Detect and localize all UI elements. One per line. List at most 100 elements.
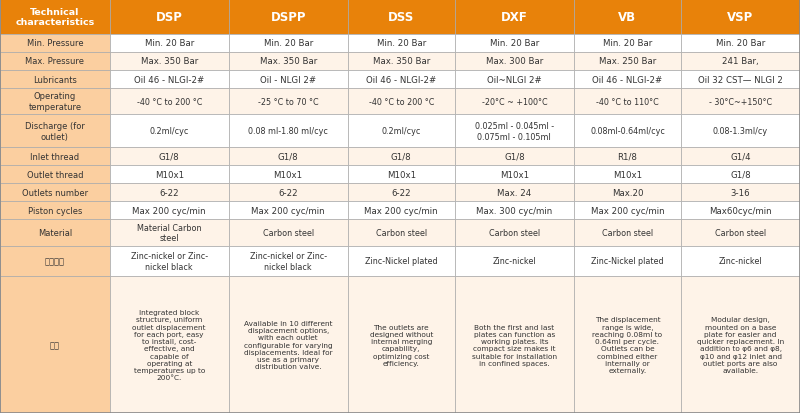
Text: 特点: 特点: [50, 340, 60, 349]
Bar: [574, 71, 681, 89]
Text: -40 °C to 200 °C: -40 °C to 200 °C: [137, 97, 202, 107]
Text: Operating
temperature: Operating temperature: [28, 92, 82, 112]
Text: Material Carbon
steel: Material Carbon steel: [137, 223, 202, 243]
Bar: [229, 115, 348, 147]
Bar: [574, 115, 681, 147]
Text: Max. 350 Bar: Max. 350 Bar: [373, 57, 430, 66]
Text: Lubricants: Lubricants: [33, 76, 77, 84]
Bar: [229, 166, 348, 184]
Bar: [229, 0, 348, 35]
Text: Max 200 cyc/min: Max 200 cyc/min: [133, 206, 206, 215]
Text: M10x1: M10x1: [500, 170, 529, 179]
Bar: [0, 184, 110, 202]
Text: Material: Material: [38, 228, 72, 237]
Text: Min. 20 Bar: Min. 20 Bar: [490, 39, 539, 48]
Bar: [229, 53, 348, 71]
Text: Oil~NLGI 2#: Oil~NLGI 2#: [487, 76, 542, 84]
Text: DSP: DSP: [156, 11, 182, 24]
Text: M10x1: M10x1: [386, 170, 416, 179]
Bar: [110, 202, 229, 220]
Bar: [348, 277, 455, 413]
Bar: [348, 184, 455, 202]
Bar: [0, 220, 110, 246]
Bar: [681, 35, 800, 53]
Bar: [574, 89, 681, 115]
Text: DXF: DXF: [501, 11, 528, 24]
Bar: [574, 220, 681, 246]
Text: Inlet thread: Inlet thread: [30, 152, 79, 161]
Text: DSS: DSS: [388, 11, 414, 24]
Bar: [681, 89, 800, 115]
Bar: [681, 277, 800, 413]
Text: DSPP: DSPP: [270, 11, 306, 24]
Bar: [110, 53, 229, 71]
Bar: [681, 115, 800, 147]
Text: G1/8: G1/8: [159, 152, 179, 161]
Bar: [455, 246, 574, 277]
Bar: [229, 35, 348, 53]
Bar: [574, 184, 681, 202]
Text: Outlets number: Outlets number: [22, 188, 88, 197]
Text: - 30°C~+150°C: - 30°C~+150°C: [709, 97, 772, 107]
Text: Max60cyc/min: Max60cyc/min: [710, 206, 772, 215]
Bar: [348, 115, 455, 147]
Bar: [0, 147, 110, 166]
Text: Max. 24: Max. 24: [498, 188, 531, 197]
Text: VB: VB: [618, 11, 637, 24]
Bar: [681, 0, 800, 35]
Text: G1/8: G1/8: [504, 152, 525, 161]
Text: Modular design,
mounted on a base
plate for easier and
quicker replacement. In
a: Modular design, mounted on a base plate …: [697, 316, 784, 373]
Text: M10x1: M10x1: [274, 170, 302, 179]
Bar: [348, 53, 455, 71]
Text: Zinc-nickel: Zinc-nickel: [718, 257, 762, 266]
Bar: [681, 147, 800, 166]
Bar: [110, 147, 229, 166]
Text: Carbon steel: Carbon steel: [602, 228, 653, 237]
Text: Integrated block
structure, uniform
outlet displacement
for each port, easy
to i: Integrated block structure, uniform outl…: [133, 309, 206, 380]
Text: 0.2ml/cyc: 0.2ml/cyc: [382, 127, 421, 136]
Bar: [0, 115, 110, 147]
Bar: [574, 277, 681, 413]
Text: -40 °C to 110°C: -40 °C to 110°C: [596, 97, 659, 107]
Bar: [455, 53, 574, 71]
Text: 表面涂层: 表面涂层: [45, 257, 65, 266]
Bar: [229, 277, 348, 413]
Bar: [348, 0, 455, 35]
Text: Max. 300 Bar: Max. 300 Bar: [486, 57, 543, 66]
Text: Max. 350 Bar: Max. 350 Bar: [259, 57, 317, 66]
Text: Carbon steel: Carbon steel: [262, 228, 314, 237]
Text: Zinc-Nickel plated: Zinc-Nickel plated: [365, 257, 438, 266]
Bar: [681, 220, 800, 246]
Bar: [455, 71, 574, 89]
Bar: [348, 202, 455, 220]
Text: -20°C ~ +100°C: -20°C ~ +100°C: [482, 97, 547, 107]
Text: Carbon steel: Carbon steel: [489, 228, 540, 237]
Bar: [110, 246, 229, 277]
Text: Max.20: Max.20: [612, 188, 643, 197]
Text: G1/4: G1/4: [730, 152, 751, 161]
Text: Max. 350 Bar: Max. 350 Bar: [141, 57, 198, 66]
Text: 0.08-1.3ml/cy: 0.08-1.3ml/cy: [713, 127, 768, 136]
Text: Oil 46 - NLGI-2#: Oil 46 - NLGI-2#: [366, 76, 436, 84]
Text: M10x1: M10x1: [613, 170, 642, 179]
Bar: [681, 71, 800, 89]
Text: Min. 20 Bar: Min. 20 Bar: [263, 39, 313, 48]
Text: Oil - NLGI 2#: Oil - NLGI 2#: [260, 76, 316, 84]
Bar: [455, 277, 574, 413]
Text: M10x1: M10x1: [154, 170, 184, 179]
Bar: [0, 202, 110, 220]
Text: Max. 300 cyc/min: Max. 300 cyc/min: [476, 206, 553, 215]
Text: The outlets are
designed without
internal merging
capability,
optimizing cost
ef: The outlets are designed without interna…: [370, 324, 433, 366]
Bar: [110, 71, 229, 89]
Bar: [348, 246, 455, 277]
Bar: [0, 35, 110, 53]
Bar: [0, 0, 110, 35]
Bar: [574, 147, 681, 166]
Bar: [455, 147, 574, 166]
Text: 0.08ml-0.64ml/cyc: 0.08ml-0.64ml/cyc: [590, 127, 665, 136]
Bar: [348, 147, 455, 166]
Bar: [0, 71, 110, 89]
Bar: [574, 35, 681, 53]
Bar: [455, 35, 574, 53]
Text: G1/8: G1/8: [730, 170, 751, 179]
